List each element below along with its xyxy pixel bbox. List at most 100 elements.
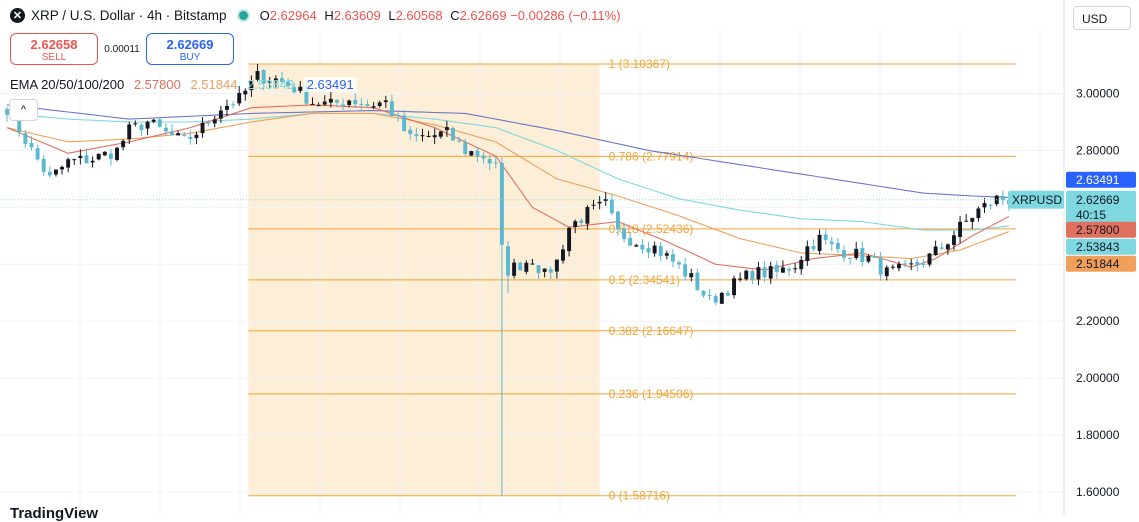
candle[interactable] [872,256,877,258]
candle[interactable] [243,90,248,95]
candle[interactable] [603,199,608,201]
candle[interactable] [432,135,437,138]
candle[interactable] [683,264,688,277]
candle[interactable] [542,268,547,272]
candle[interactable] [438,131,443,137]
candle[interactable] [799,259,804,270]
candle[interactable] [622,228,627,240]
candle[interactable] [47,171,52,176]
candle[interactable] [823,234,828,241]
candle[interactable] [817,234,822,251]
candle[interactable] [29,142,34,148]
candle[interactable] [316,105,321,107]
candle[interactable] [365,104,370,106]
candle[interactable] [1000,195,1005,201]
candle[interactable] [506,246,510,276]
candle[interactable] [848,257,853,259]
candle[interactable] [389,101,394,116]
candle[interactable] [585,207,590,224]
candle[interactable] [744,270,749,280]
candle[interactable] [493,162,498,164]
candle[interactable] [469,151,474,156]
candle[interactable] [347,100,352,105]
candle[interactable] [457,140,462,142]
candle[interactable] [310,103,315,105]
candle[interactable] [237,92,242,104]
candle[interactable] [292,87,297,93]
candle[interactable] [652,245,657,254]
candle[interactable] [249,80,254,91]
candle[interactable] [829,241,834,245]
candle[interactable] [811,246,816,250]
candle[interactable] [163,127,168,132]
candle[interactable] [548,269,553,273]
candle[interactable] [108,153,113,159]
candle[interactable] [255,71,260,80]
candle[interactable] [359,103,364,105]
collapse-legend-button[interactable]: ^ [9,99,38,121]
candle[interactable] [628,238,633,246]
candle[interactable] [444,127,449,131]
candle[interactable] [890,266,895,268]
candle[interactable] [426,135,431,137]
candle[interactable] [53,169,58,175]
ema20-line[interactable] [6,104,1010,271]
candle[interactable] [371,106,376,108]
candle[interactable] [793,268,798,270]
candle[interactable] [719,292,724,304]
candle[interactable] [127,124,132,140]
candle[interactable] [231,104,236,106]
candle[interactable] [475,150,480,157]
candle[interactable] [591,204,596,206]
ema100-line[interactable] [7,112,1009,231]
candle[interactable] [658,245,663,256]
candle[interactable] [383,100,388,103]
candle[interactable] [182,134,187,137]
candle[interactable] [866,255,871,262]
candle[interactable] [328,98,333,103]
candle[interactable] [218,110,223,119]
candle[interactable] [96,153,101,160]
candle[interactable] [805,246,810,261]
candle[interactable] [921,263,926,266]
candle[interactable] [750,270,755,280]
candle[interactable] [145,121,150,129]
candle[interactable] [884,267,889,277]
candle[interactable] [903,263,908,265]
candle[interactable] [536,265,541,274]
candle[interactable] [738,278,743,280]
candle[interactable] [646,248,651,253]
candle[interactable] [23,133,28,144]
candle[interactable] [835,242,840,250]
candle[interactable] [524,262,529,272]
candle[interactable] [121,140,126,148]
candle[interactable] [768,266,773,279]
candle[interactable] [298,86,303,91]
candle[interactable] [176,133,181,136]
candle[interactable] [567,227,572,252]
candle[interactable] [139,124,144,131]
candle[interactable] [689,273,694,278]
candle[interactable] [66,159,71,168]
candle[interactable] [414,134,419,137]
candle[interactable] [518,262,523,271]
candle[interactable] [280,78,284,82]
candle[interactable] [609,199,614,213]
candle[interactable] [780,267,785,273]
candle[interactable] [157,119,162,127]
candle[interactable] [420,135,425,137]
candle[interactable] [286,81,291,87]
candle[interactable] [756,267,761,280]
candle[interactable] [707,295,712,297]
candle[interactable] [897,263,901,269]
candle[interactable] [762,267,767,278]
symbol-title[interactable]: XRP / U.S. Dollar · 4h · Bitstamp [31,8,227,23]
candle[interactable] [725,293,730,296]
candle[interactable] [90,160,95,163]
candle[interactable] [188,136,193,139]
candle[interactable] [78,155,83,159]
candle[interactable] [732,278,736,296]
candle[interactable] [481,155,486,159]
sell-button[interactable]: 2.62658 SELL [10,33,98,65]
